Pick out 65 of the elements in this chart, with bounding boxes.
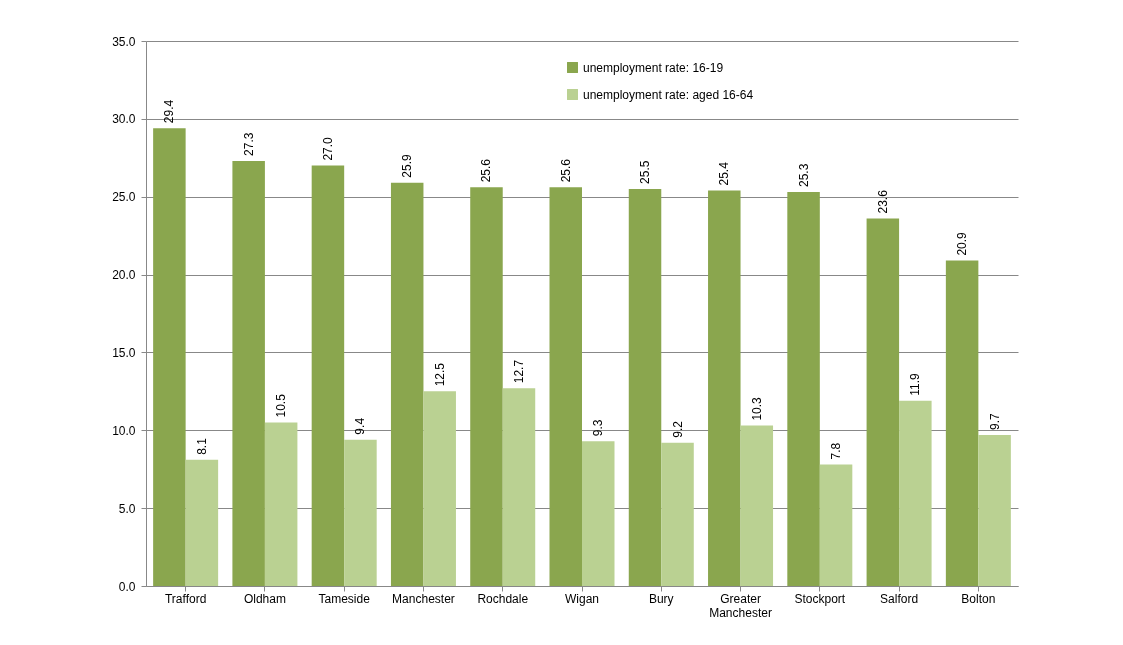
data-label: 20.9 [955,231,970,256]
data-label: 23.6 [875,189,890,214]
bar [185,459,219,586]
data-label: 25.3 [796,163,811,188]
y-tick-label: 25.0 [112,190,136,205]
bar [819,464,853,586]
x-tick-label: Salford [880,591,919,606]
bar [661,442,694,586]
data-label: 7.8 [829,442,844,460]
x-tick-label: Tameside [318,591,371,606]
bar [232,160,265,586]
legend-label: unemployment rate: aged 16-64 [583,87,754,102]
bar [978,434,1011,586]
y-tick-label: 35.0 [112,34,136,49]
bar [866,218,900,586]
bar [708,190,741,586]
bar [470,187,503,586]
bar [502,388,536,586]
bar [628,188,662,586]
bar [153,128,186,586]
y-tick-label: 10.0 [112,423,136,438]
bar [549,187,582,586]
bar [787,192,820,586]
data-label: 27.0 [320,136,335,161]
data-label: 27.3 [241,132,256,156]
data-label: 10.3 [749,396,764,421]
data-label: 9.2 [670,420,685,438]
data-label: 9.4 [353,417,368,435]
x-tick-label: Oldham [243,591,286,606]
data-label: 8.1 [194,437,209,455]
data-label: 11.9 [908,372,923,396]
legend-label: unemployment rate: 16-19 [583,60,724,75]
x-tick-label: Manchester [392,591,455,606]
data-label: 12.7 [511,359,526,384]
x-tick-label: Trafford [164,591,207,606]
x-tick-label: Wigan [564,591,600,606]
bar [945,260,979,586]
data-label: 25.6 [479,158,494,183]
data-label: 25.5 [638,160,653,184]
y-tick-label: 0.0 [118,579,136,594]
x-tick-label: Bury [648,591,674,606]
bar [264,422,298,586]
bar [344,439,377,586]
y-tick-label: 20.0 [112,268,136,283]
x-tick-label: Greater Manchester [709,591,772,620]
x-tick-label: Bolton [961,591,996,606]
data-label: 10.5 [274,393,289,418]
bar [740,425,774,586]
data-label: 12.5 [432,362,447,387]
bar [582,441,615,586]
data-label: 25.6 [558,158,573,183]
bar [899,400,932,586]
data-label: 25.4 [717,161,732,186]
data-label: 9.7 [987,412,1002,430]
y-tick-label: 15.0 [112,345,136,360]
bar [423,391,456,586]
bar [390,182,424,586]
x-tick-label: Rochdale [477,591,529,606]
x-tick-label: Stockport [794,591,846,606]
y-tick-label: 30.0 [112,112,136,127]
data-label: 29.4 [162,99,177,124]
data-label: 25.9 [400,154,415,178]
bar [311,165,345,586]
data-label: 9.3 [591,419,606,437]
y-tick-label: 5.0 [118,501,136,516]
